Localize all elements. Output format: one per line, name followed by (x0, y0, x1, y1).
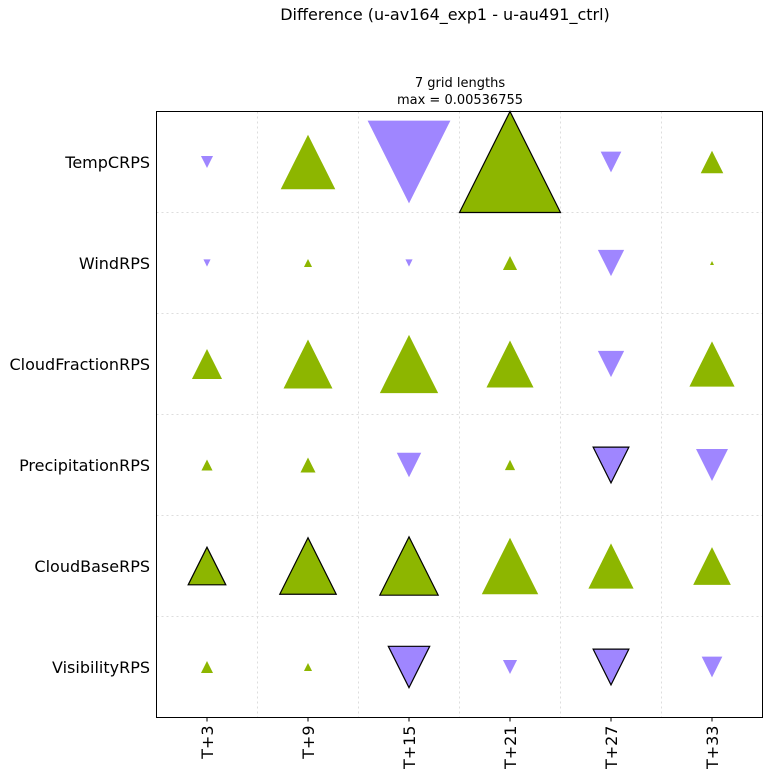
up-triangle-CloudBaseRPS-T+3 (187, 545, 227, 586)
up-triangle-VisibilityRPS-T+3 (200, 660, 214, 674)
down-triangle-VisibilityRPS-T+15 (387, 645, 431, 690)
column-label: T+21 (501, 726, 520, 771)
down-triangle-PrecipitationRPS-T+15 (396, 452, 422, 478)
down-triangle-CloudFractionRPS-T+27 (597, 350, 625, 378)
up-triangle-PrecipitationRPS-T+9 (300, 457, 316, 473)
up-triangle-CloudBaseRPS-T+27 (588, 543, 634, 589)
plot-frame (156, 111, 763, 718)
up-triangle-CloudFractionRPS-T+33 (689, 341, 735, 387)
column-label: T+9 (299, 726, 318, 760)
grid-lines (156, 111, 763, 718)
up-triangle-CloudBaseRPS-T+9 (278, 536, 338, 595)
chart-subtitle-1: 7 grid lengths (415, 76, 505, 91)
up-triangle-PrecipitationRPS-T+21 (504, 459, 516, 471)
up-triangle-TempCRPS-T+21 (458, 110, 562, 214)
row-label: WindRPS (79, 254, 150, 273)
up-triangle-CloudFractionRPS-T+21 (486, 340, 534, 388)
down-triangle-PrecipitationRPS-T+27 (592, 446, 630, 485)
row-labels: TempCRPS WindRPS CloudFractionRPS Precipita… (10, 153, 151, 677)
row-label: CloudBaseRPS (34, 557, 150, 576)
down-triangle-PrecipitationRPS-T+33 (696, 449, 728, 481)
chart-subtitle-2: max = 0.00536755 (397, 93, 523, 108)
column-labels: T+3 T+9 T+15 T+21 T+27 T+33 (198, 717, 722, 771)
up-triangle-CloudBaseRPS-T+15 (378, 535, 440, 596)
up-triangle-PrecipitationRPS-T+3 (201, 459, 213, 471)
row-label: TempCRPS (64, 153, 150, 172)
column-label: T+15 (400, 726, 419, 771)
down-triangle-TempCRPS-T+3 (200, 155, 214, 169)
column-label: T+27 (602, 726, 621, 771)
chart-title: Difference (u-av164_exp1 - u-au491_ctrl) (280, 5, 610, 25)
up-triangle-CloudBaseRPS-T+33 (693, 547, 731, 585)
up-triangle-CloudBaseRPS-T+21 (481, 537, 539, 595)
down-triangle-TempCRPS-T+27 (600, 151, 622, 173)
triangle-marks (187, 110, 735, 690)
up-triangle-TempCRPS-T+9 (280, 134, 336, 190)
up-triangle-CloudFractionRPS-T+15 (379, 334, 439, 394)
up-triangle-TempCRPS-T+33 (700, 150, 724, 174)
down-triangle-WindRPS-T+27 (597, 249, 625, 277)
down-triangle-VisibilityRPS-T+27 (592, 648, 630, 687)
up-triangle-VisibilityRPS-T+9 (303, 662, 313, 672)
row-label: VisibilityRPS (52, 658, 150, 677)
down-triangle-WindRPS-T+3 (203, 259, 211, 267)
up-triangle-WindRPS-T+9 (303, 258, 313, 268)
column-label: T+3 (198, 726, 217, 760)
down-triangle-VisibilityRPS-T+21 (502, 659, 518, 675)
up-triangle-WindRPS-T+21 (502, 255, 518, 271)
row-label: CloudFractionRPS (10, 355, 151, 374)
down-triangle-VisibilityRPS-T+33 (701, 656, 723, 678)
up-triangle-CloudFractionRPS-T+9 (283, 339, 333, 389)
row-label: PrecipitationRPS (19, 456, 150, 475)
up-triangle-CloudFractionRPS-T+3 (191, 348, 223, 380)
column-label: T+33 (703, 726, 722, 771)
down-triangle-TempCRPS-T+15 (367, 120, 451, 204)
up-triangle-WindRPS-T+33 (710, 261, 714, 265)
down-triangle-WindRPS-T+15 (405, 259, 413, 267)
